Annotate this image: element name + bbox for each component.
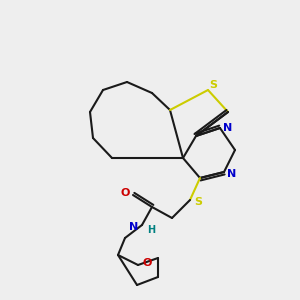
Text: N: N <box>227 169 237 179</box>
Text: S: S <box>209 80 217 90</box>
Text: N: N <box>224 123 232 133</box>
Text: O: O <box>120 188 130 198</box>
Text: O: O <box>142 258 152 268</box>
Text: N: N <box>129 222 139 232</box>
Text: S: S <box>194 197 202 207</box>
Text: H: H <box>147 225 155 235</box>
